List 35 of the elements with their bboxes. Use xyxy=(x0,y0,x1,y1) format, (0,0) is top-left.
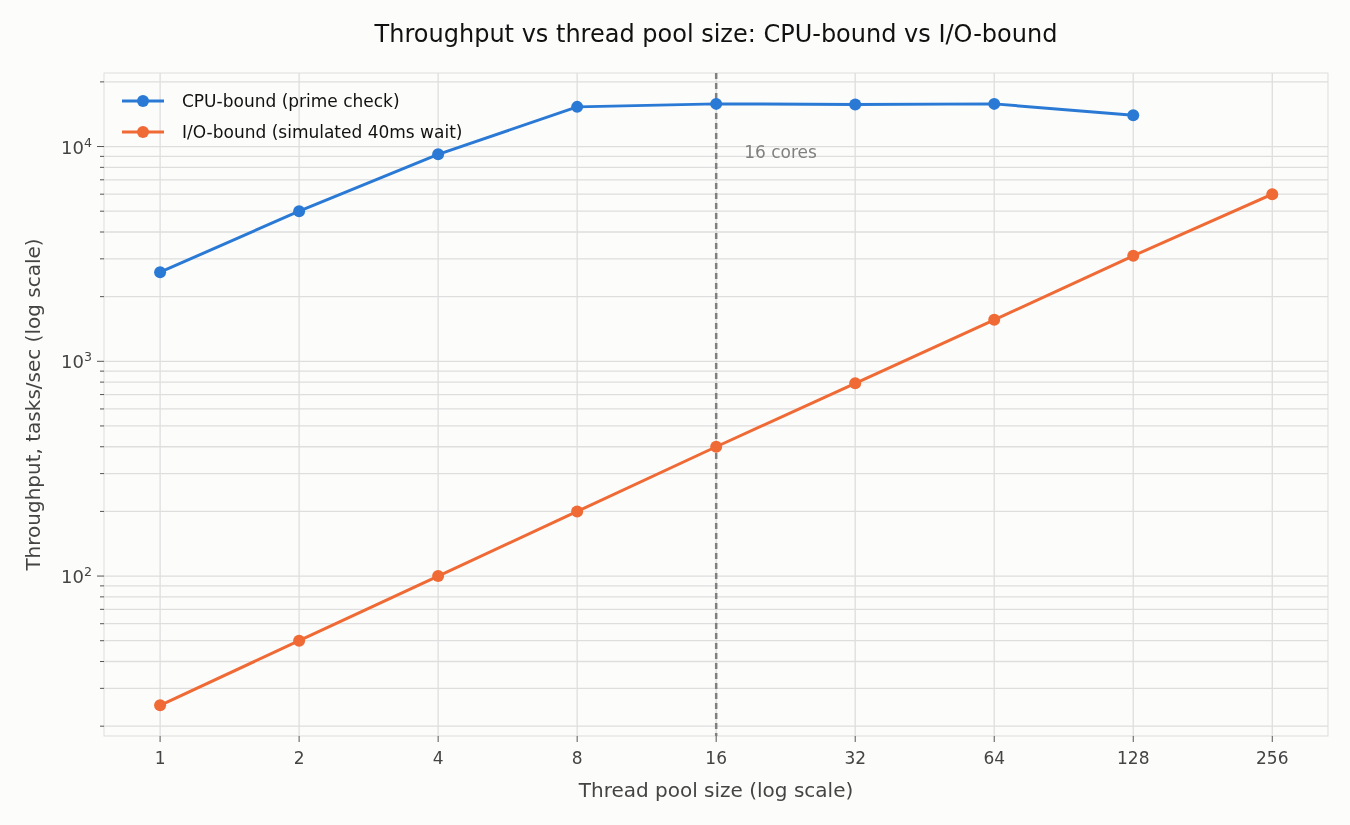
point xyxy=(293,205,306,218)
x-tick-label: 32 xyxy=(844,748,867,768)
point xyxy=(988,313,1001,326)
y-tick-label: 10$^{3}$ xyxy=(61,348,92,373)
point xyxy=(1266,188,1279,201)
legend-label: I/O-bound (simulated 40ms wait) xyxy=(182,122,463,142)
point xyxy=(154,266,167,279)
chart-title: Throughput vs thread pool size: CPU-bound vs I/O-bound xyxy=(373,20,1058,48)
point xyxy=(710,440,723,453)
y-axis-title: Throughput, tasks/sec (log scale) xyxy=(21,238,45,572)
point xyxy=(1127,109,1140,122)
x-tick-label: 1 xyxy=(154,748,166,768)
x-tick-label: 4 xyxy=(432,748,444,768)
x-tick-label: 8 xyxy=(571,748,583,768)
point xyxy=(849,377,862,390)
x-tick-label: 128 xyxy=(1117,748,1150,768)
y-tick-label: 10$^{4}$ xyxy=(61,134,92,158)
point xyxy=(154,699,167,712)
point xyxy=(988,97,1001,110)
x-tick-label: 64 xyxy=(983,748,1006,768)
point xyxy=(571,505,584,518)
point xyxy=(293,634,306,647)
x-axis-title: Thread pool size (log scale) xyxy=(577,778,854,802)
legend-label: CPU-bound (prime check) xyxy=(182,91,400,111)
point xyxy=(571,100,584,113)
point xyxy=(432,570,445,583)
x-tick-label: 2 xyxy=(293,748,305,768)
y-tick-label: 10$^{2}$ xyxy=(61,563,92,588)
point xyxy=(432,148,445,161)
point xyxy=(710,97,723,110)
x-tick-label: 16 xyxy=(705,748,728,768)
point xyxy=(1127,249,1140,262)
x-tick-label: 256 xyxy=(1256,748,1289,768)
ref-line-label: 16 cores xyxy=(744,142,818,162)
point xyxy=(849,98,862,111)
